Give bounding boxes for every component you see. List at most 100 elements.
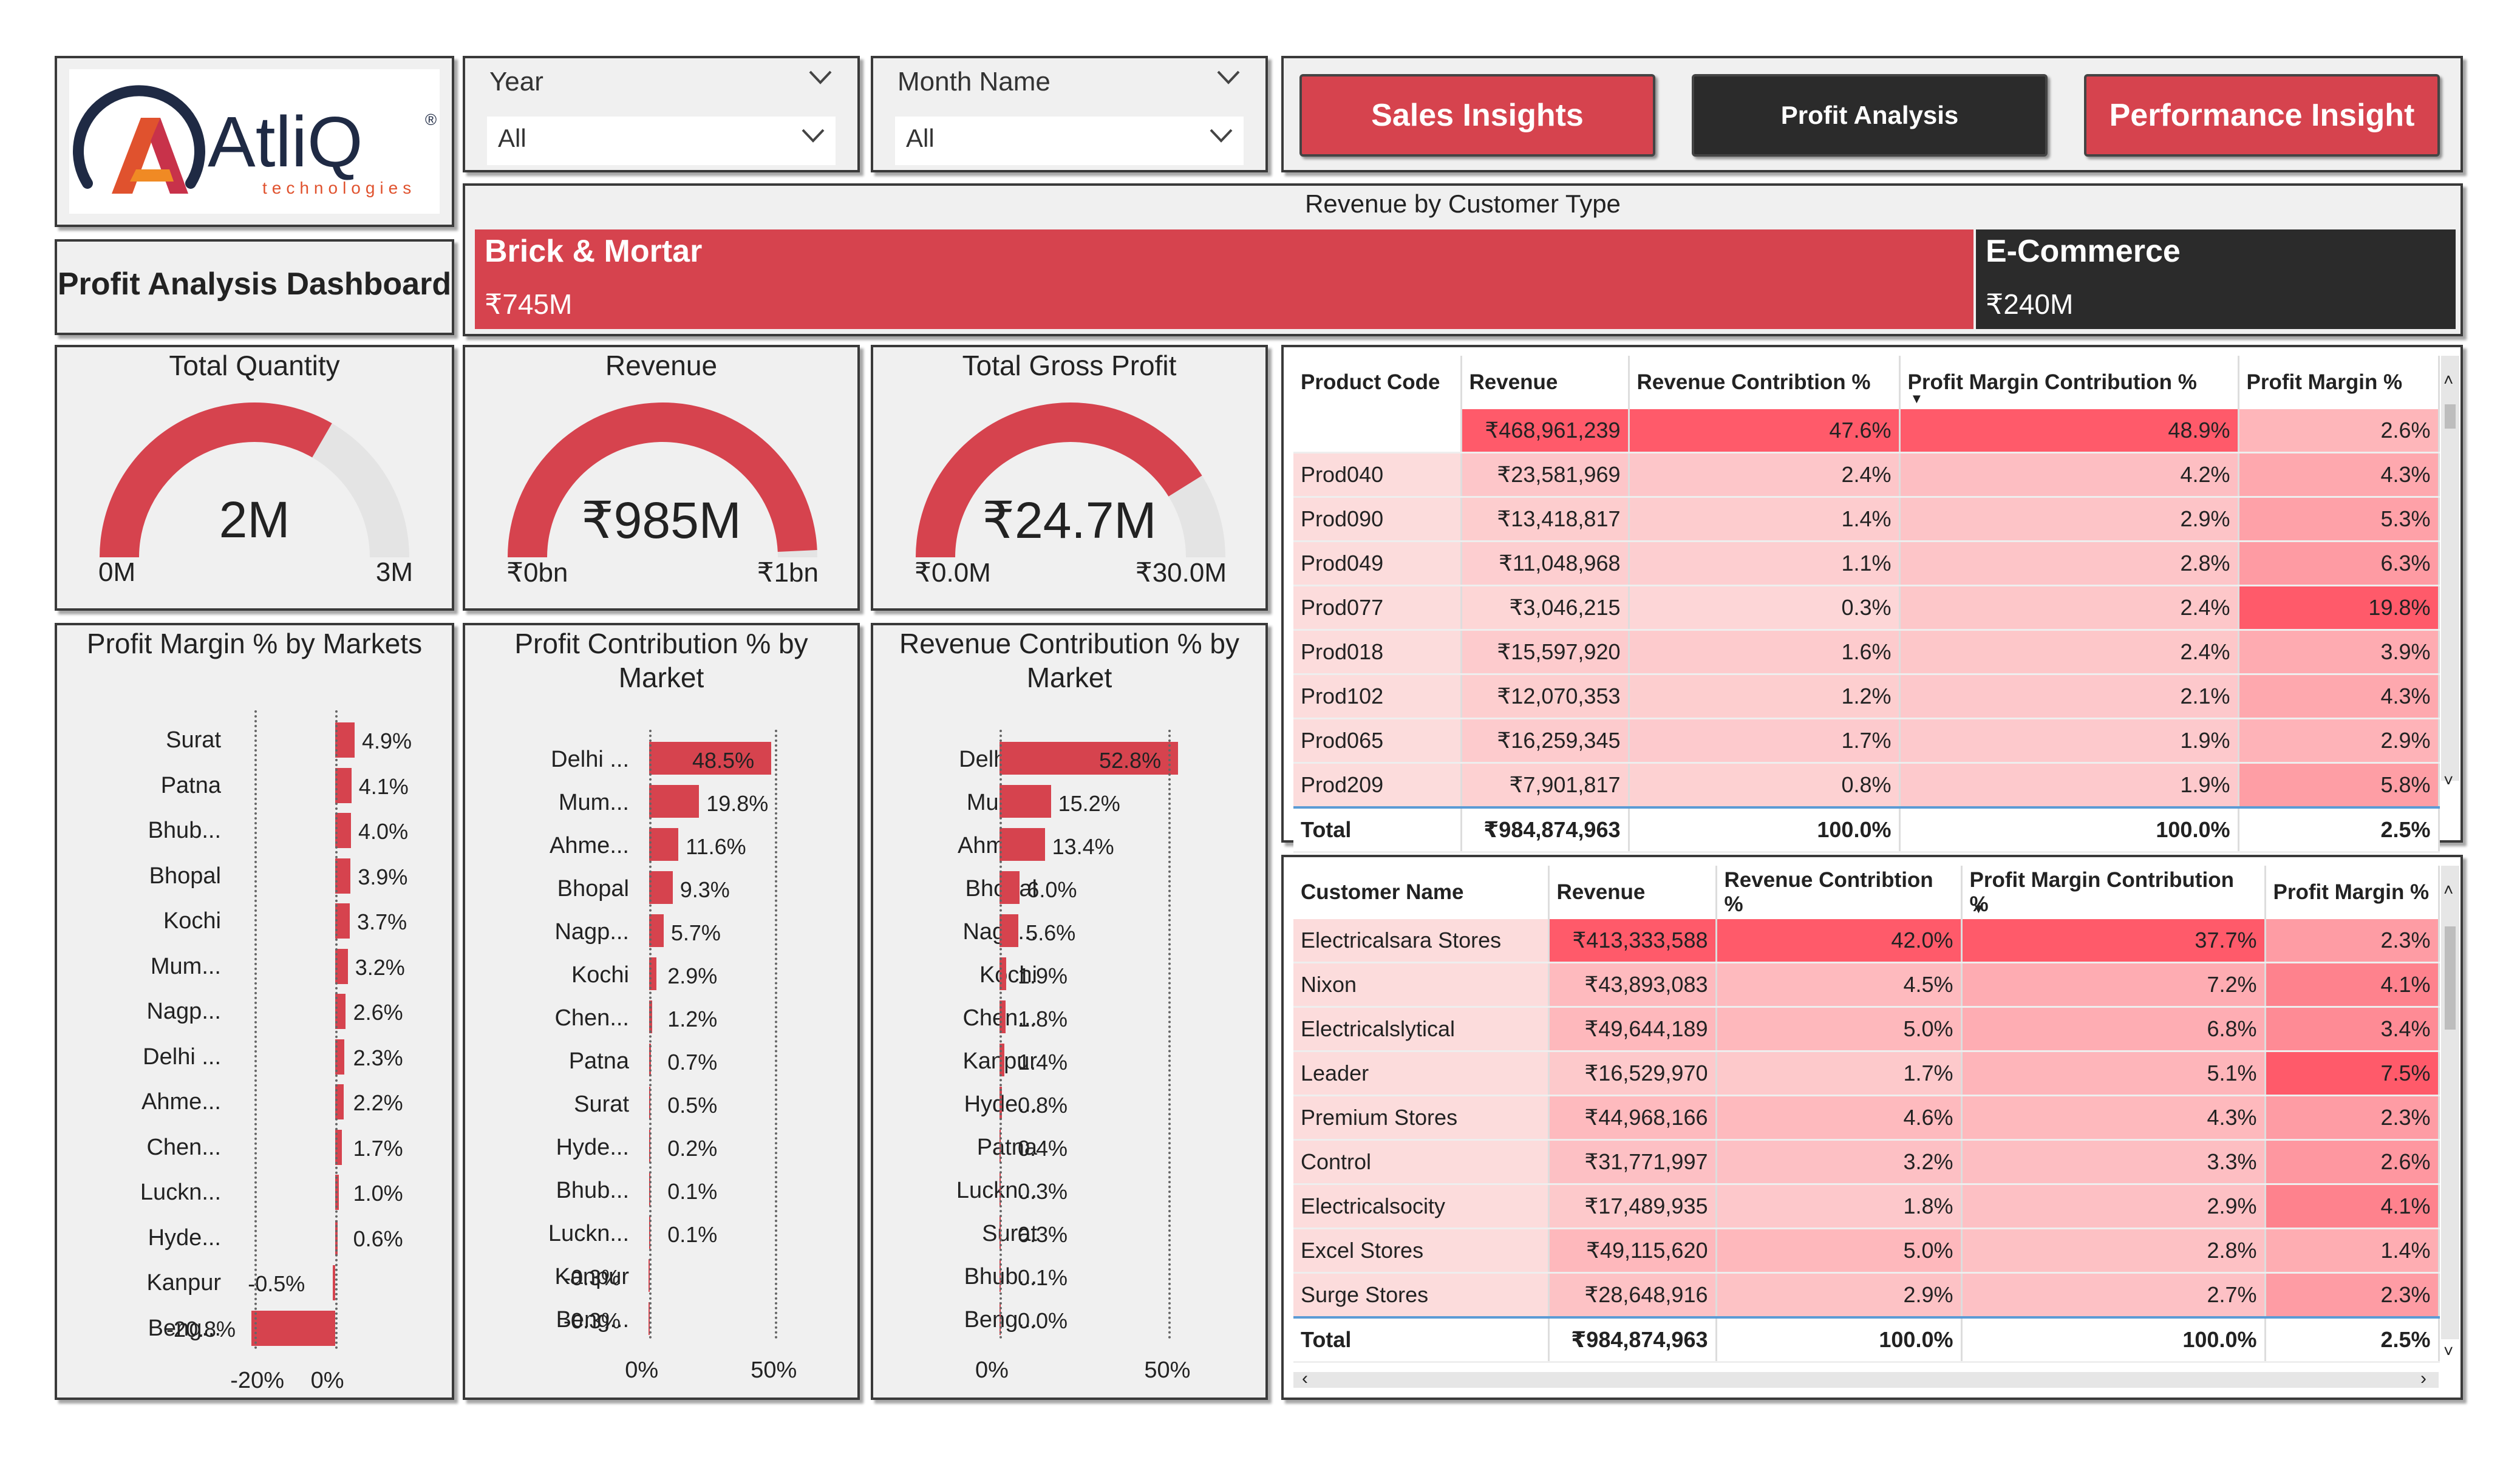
bar-category-label: Bhub... xyxy=(873,1264,1037,1290)
table-cell: 3.4% xyxy=(2265,1007,2440,1052)
scroll-left-icon[interactable]: ‹ xyxy=(1302,1368,1308,1388)
bar[interactable] xyxy=(335,858,351,894)
bar[interactable] xyxy=(649,785,700,818)
nav-panel: Sales Insights Profit Analysis Performan… xyxy=(1281,56,2463,172)
scroll-up-icon[interactable]: ˄ xyxy=(2443,880,2454,899)
horizontal-scrollbar[interactable] xyxy=(1293,1372,2439,1388)
table-row[interactable]: Excel Stores ₹49,115,620 5.0% 2.8% 1.4% xyxy=(1293,1228,2440,1274)
table-cell: 47.6% xyxy=(1629,409,1901,453)
bar[interactable] xyxy=(999,785,1051,818)
bar[interactable] xyxy=(649,828,679,861)
sort-desc-icon[interactable]: ▼ xyxy=(1910,391,1924,406)
bar[interactable] xyxy=(335,903,350,939)
vertical-scrollbar[interactable] xyxy=(2441,356,2459,781)
bar[interactable] xyxy=(335,813,352,848)
bar[interactable] xyxy=(335,767,352,803)
bar[interactable] xyxy=(999,914,1019,947)
ecommerce-tile[interactable]: E-Commerce ₹240M xyxy=(1976,229,2456,329)
bar[interactable] xyxy=(333,1265,335,1300)
table-row[interactable]: Prod209 ₹7,901,817 0.8% 1.9% 5.8% xyxy=(1293,762,2440,809)
scroll-thumb[interactable] xyxy=(2445,404,2456,429)
bar[interactable] xyxy=(649,871,673,904)
bar-category-label: Kanpur xyxy=(873,1048,1037,1075)
scroll-right-icon[interactable]: › xyxy=(2420,1368,2426,1388)
bar[interactable] xyxy=(999,957,1006,990)
bar[interactable] xyxy=(335,1129,342,1165)
bar[interactable] xyxy=(251,1310,335,1346)
table-row[interactable]: Leader ₹16,529,970 1.7% 5.1% 7.5% xyxy=(1293,1051,2440,1096)
x-axis-tick-label: 50% xyxy=(751,1357,797,1383)
chart-title: Revenue Contribution % by Market xyxy=(899,628,1239,693)
table-row[interactable]: Electricalslytical ₹49,644,189 5.0% 6.8% 3.4… xyxy=(1293,1007,2440,1052)
table-row[interactable]: Electricalsocity ₹17,489,935 1.8% 2.9% 4.1% xyxy=(1293,1184,2440,1229)
table-row[interactable]: Control ₹31,771,997 3.2% 3.3% 2.6% xyxy=(1293,1139,2440,1185)
scroll-down-icon[interactable]: ˅ xyxy=(2443,1342,2454,1360)
brick-mortar-tile[interactable]: Brick & Mortar ₹745M xyxy=(475,229,1973,329)
scroll-up-icon[interactable]: ˄ xyxy=(2443,370,2454,389)
column-header[interactable]: Revenue xyxy=(1461,356,1630,409)
table-row[interactable]: Surge Stores ₹28,648,916 2.9% 2.7% 2.3% xyxy=(1293,1272,2440,1319)
profit-analysis-button[interactable]: Profit Analysis xyxy=(1692,74,2048,157)
sales-insights-button[interactable]: Sales Insights xyxy=(1299,74,1655,157)
chevron-down-icon[interactable] xyxy=(1216,68,1241,86)
gauge-arc xyxy=(916,402,1225,557)
chevron-down-icon[interactable] xyxy=(808,68,833,86)
table-row[interactable]: ₹468,961,239 47.6% 48.9% 2.6% xyxy=(1293,409,2440,453)
performance-insight-button[interactable]: Performance Insight xyxy=(2084,74,2440,157)
chevron-down-icon[interactable] xyxy=(800,126,826,144)
bar[interactable] xyxy=(649,914,664,947)
table-header-row: Customer Name Revenue Revenue Contribtion … xyxy=(1293,866,2440,919)
bar-data-label: 0.8% xyxy=(1018,1093,1068,1118)
bar-data-label: 13.4% xyxy=(1052,834,1114,859)
table-row[interactable]: Prod049 ₹11,048,968 1.1% 2.8% 6.3% xyxy=(1293,541,2440,586)
bar[interactable] xyxy=(999,1000,1006,1033)
column-header[interactable]: Profit Margin % xyxy=(2265,866,2440,919)
logo-registered-mark: ® xyxy=(425,110,437,129)
column-header[interactable]: Customer Name xyxy=(1293,866,1550,919)
year-dropdown[interactable]: All xyxy=(487,117,836,165)
table-row[interactable]: Premium Stores ₹44,968,166 4.6% 4.3% 2.3% xyxy=(1293,1095,2440,1141)
total-cell: 100.0% xyxy=(1899,806,2239,853)
column-header[interactable]: Revenue Contribtion % xyxy=(1716,866,1963,919)
month-slicer[interactable]: Month Name All xyxy=(871,56,1268,172)
chevron-down-icon[interactable] xyxy=(1208,126,1234,144)
table-cell: 48.9% xyxy=(1899,409,2239,453)
bar[interactable] xyxy=(999,871,1020,904)
table-row[interactable]: Prod065 ₹16,259,345 1.7% 1.9% 2.9% xyxy=(1293,718,2440,764)
table-cell: Prod209 xyxy=(1293,762,1462,809)
sort-desc-icon[interactable]: ▼ xyxy=(1972,901,1986,916)
column-header[interactable]: Profit Margin % xyxy=(2238,356,2440,409)
table-row[interactable]: Prod018 ₹15,597,920 1.6% 2.4% 3.9% xyxy=(1293,630,2440,675)
table-row[interactable]: Electricalsara Stores ₹413,333,588 42.0% 37… xyxy=(1293,919,2440,963)
table-cell: 2.7% xyxy=(1961,1272,2266,1319)
scroll-thumb[interactable] xyxy=(2445,926,2456,1030)
bar[interactable] xyxy=(335,722,355,758)
column-header[interactable]: Profit Margin Contribution % ▼ xyxy=(1961,866,2266,919)
bar[interactable] xyxy=(999,828,1045,861)
table-cell: Prod077 xyxy=(1293,585,1462,631)
bar[interactable] xyxy=(649,1259,650,1292)
vertical-scrollbar[interactable] xyxy=(2441,866,2459,1339)
table-row[interactable]: Prod040 ₹23,581,969 2.4% 4.2% 4.3% xyxy=(1293,452,2440,498)
column-header[interactable]: Revenue Contribtion % xyxy=(1629,356,1901,409)
bar-data-label: 19.8% xyxy=(706,791,769,816)
bar[interactable] xyxy=(999,742,1178,775)
table-row[interactable]: Nixon ₹43,893,083 4.5% 7.2% 4.1% xyxy=(1293,962,2440,1008)
table-row[interactable]: Prod090 ₹13,418,817 1.4% 2.9% 5.3% xyxy=(1293,497,2440,542)
year-slicer[interactable]: Year All xyxy=(463,56,860,172)
bar[interactable] xyxy=(649,742,771,775)
scroll-down-icon[interactable]: ˅ xyxy=(2443,771,2454,790)
gridline xyxy=(1168,730,1171,1339)
column-header[interactable]: Product Code xyxy=(1293,356,1462,409)
table-row[interactable]: Prod077 ₹3,046,215 0.3% 2.4% 19.8% xyxy=(1293,585,2440,631)
bar[interactable] xyxy=(335,948,348,984)
column-header[interactable]: Revenue xyxy=(1548,866,1717,919)
bar-category-label: Beng... xyxy=(556,1307,629,1333)
bar-category-label: Nagp... xyxy=(146,999,221,1024)
bar[interactable] xyxy=(335,994,346,1029)
table-row[interactable]: Prod102 ₹12,070,353 1.2% 2.1% 4.3% xyxy=(1293,674,2440,719)
column-header[interactable]: Profit Margin Contribution % ▼ xyxy=(1899,356,2239,409)
month-dropdown[interactable]: All xyxy=(895,117,1244,165)
bar-data-label: 1.2% xyxy=(667,1007,718,1031)
bar[interactable] xyxy=(649,1302,650,1335)
